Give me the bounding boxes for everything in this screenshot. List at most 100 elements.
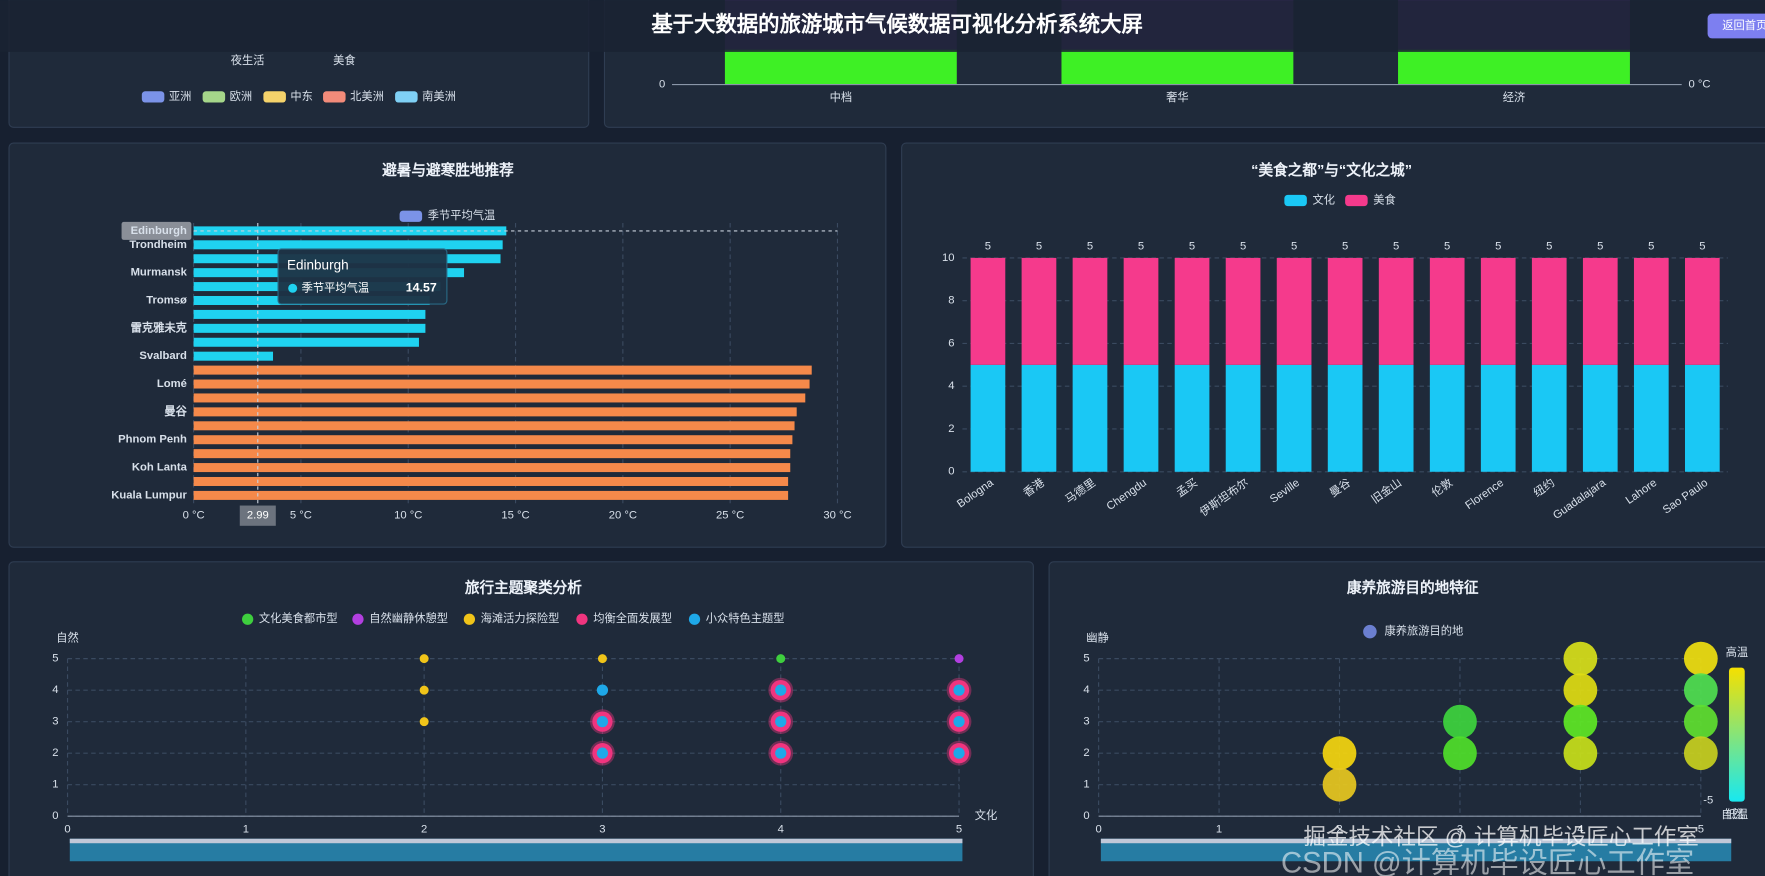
legend-label: 中东 — [290, 90, 313, 103]
bubble — [1683, 704, 1718, 739]
legend-swatch — [263, 91, 286, 103]
bar-segment — [1123, 257, 1159, 365]
bar-segment — [1429, 364, 1465, 472]
data-label: 5 — [1648, 241, 1654, 253]
legend-label: 自然幽静休憩型 — [369, 611, 448, 625]
legend-label: 文化 — [1312, 192, 1335, 206]
y-tick-label: 0 — [948, 466, 954, 478]
data-label: 5 — [1036, 241, 1042, 253]
data-label: 5 — [1240, 241, 1246, 253]
y-tick-label: 曼谷 — [164, 404, 187, 418]
panel — [8, 142, 887, 548]
legend-marker — [576, 613, 588, 625]
bar-segment — [1429, 257, 1465, 365]
bubble — [1563, 736, 1598, 771]
y-tick-label: 2 — [948, 423, 954, 435]
tooltip-series: 季节平均气温 — [302, 280, 370, 294]
indicator-label: 美食 — [333, 53, 356, 67]
panel — [1048, 561, 1765, 876]
y-tick-label: 5 — [1083, 653, 1089, 665]
bar-segment — [1633, 257, 1669, 365]
y-tick-label: 4 — [52, 684, 58, 696]
bubble — [1322, 767, 1357, 802]
data-label: 5 — [1393, 241, 1399, 253]
bar — [193, 463, 791, 473]
data-label: 5 — [1495, 241, 1501, 253]
scatter-point — [596, 684, 609, 696]
panel — [8, 561, 1034, 876]
x-tick-label: 中档 — [830, 90, 853, 104]
legend-label: 北美洲 — [350, 90, 384, 103]
bar-segment — [1378, 364, 1414, 472]
y-tick-label: 2 — [52, 747, 58, 759]
bar — [193, 421, 795, 431]
y-tick-label: Trondheim — [129, 239, 187, 251]
x-tick-label: 25 °C — [716, 510, 744, 522]
legend-swatch — [395, 91, 418, 103]
bar-segment — [1225, 257, 1261, 365]
bar-segment — [1633, 364, 1669, 472]
bubble — [1443, 736, 1477, 771]
bar-segment — [1225, 364, 1261, 472]
scatter-point — [775, 716, 787, 728]
bar-segment — [1684, 257, 1720, 365]
chart-title: “美食之都”与“文化之城” — [1251, 161, 1412, 179]
header-bar — [0, 0, 1765, 52]
y-tick-label: 2 — [1083, 747, 1089, 759]
y-tick-label: Svalbard — [139, 350, 187, 362]
bar-segment — [1378, 257, 1414, 365]
data-label: 5 — [1291, 241, 1297, 253]
bar-segment — [1021, 364, 1057, 472]
y-tick-label: 3 — [1083, 716, 1089, 728]
zoom-slider-track — [69, 838, 963, 844]
visual-map-min: -5 — [1703, 794, 1713, 806]
legend-label: 美食 — [1373, 192, 1396, 206]
bar-segment — [1021, 257, 1057, 365]
legend-swatch — [1284, 194, 1307, 207]
legend-label: 欧洲 — [230, 90, 253, 103]
bar-segment — [1072, 257, 1108, 365]
home-button[interactable] — [1707, 13, 1765, 39]
legend-swatch — [1345, 194, 1368, 207]
x-tick-label: 0 — [1095, 824, 1101, 836]
data-label: 5 — [1444, 241, 1450, 253]
zoom-slider[interactable] — [69, 838, 963, 862]
legend-label: 亚洲 — [169, 90, 192, 103]
zoom-slider[interactable] — [1100, 838, 1732, 862]
bar-segment — [1174, 364, 1210, 472]
bar-segment — [1276, 364, 1312, 472]
axis-pointer-box — [239, 505, 276, 526]
y-tick-label: 8 — [948, 295, 954, 307]
cropped-bar — [1061, 49, 1294, 85]
legend-label: 小众特色主题型 — [706, 611, 785, 625]
bar — [193, 379, 810, 389]
bar-segment — [1174, 257, 1210, 365]
x-tick-label: 1 — [243, 824, 249, 836]
tooltip — [277, 248, 448, 305]
y-tick-label: Kuala Lumpur — [111, 489, 187, 501]
y-tick-label: 0 — [1083, 810, 1089, 822]
bar — [193, 476, 789, 486]
x-tick-label: 5 — [956, 824, 962, 836]
bubble — [1322, 736, 1357, 771]
home-button-label[interactable]: 返回首页 — [1722, 18, 1765, 32]
x-tick-label: 10 °C — [394, 510, 422, 522]
y-tick-label: Koh Lanta — [132, 462, 188, 474]
indicator-label: 夜生活 — [231, 53, 265, 67]
chart-title: 避暑与避寒胜地推荐 — [382, 161, 514, 179]
legend-label: 海滩活力探险型 — [481, 611, 560, 625]
x-axis-label: 自然 — [1721, 807, 1744, 821]
y-tick-label: 10 — [942, 252, 955, 264]
y-tick-label: 0 — [52, 810, 58, 822]
bar-segment — [1582, 257, 1618, 365]
highlight-box — [121, 221, 192, 240]
scatter-point — [775, 684, 787, 696]
axis-pointer-label: 2.99 — [247, 510, 269, 522]
scatter-point — [419, 685, 429, 695]
legend-label: 季节平均气温 — [428, 208, 496, 222]
tooltip-title: Edinburgh — [287, 257, 349, 272]
x-tick-label: 4 — [778, 824, 784, 836]
scatter-point — [419, 654, 429, 664]
